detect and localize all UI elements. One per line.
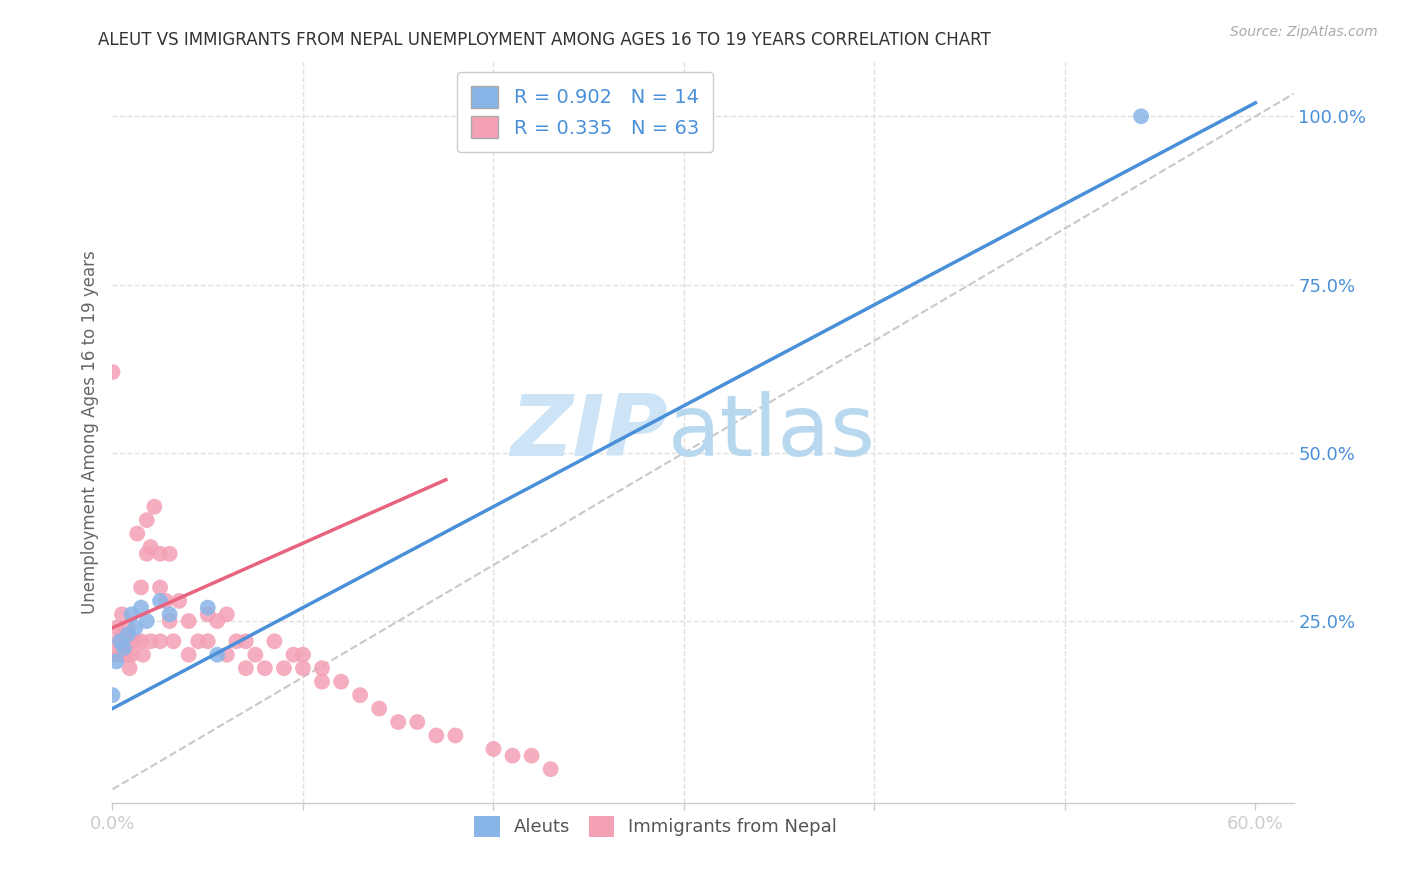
Point [311,674,333,689]
Point [502,748,524,763]
Point [540,762,562,776]
Point [273,661,295,675]
Point [108,648,131,662]
Point [108,634,131,648]
Point [177,648,200,662]
Point [129,600,152,615]
Point [215,607,238,622]
Point [167,594,190,608]
Point [105,621,128,635]
Point [387,714,409,729]
Point [129,581,152,595]
Point [444,729,467,743]
Text: ALEUT VS IMMIGRANTS FROM NEPAL UNEMPLOYMENT AMONG AGES 16 TO 19 YEARS CORRELATIO: ALEUT VS IMMIGRANTS FROM NEPAL UNEMPLOYM… [98,31,991,49]
Point [225,634,247,648]
Point [143,500,166,514]
Point [406,714,429,729]
Point [132,648,155,662]
Y-axis label: Unemployment Among Ages 16 to 19 years: Unemployment Among Ages 16 to 19 years [80,251,98,615]
Point [263,634,285,648]
Point [135,513,157,527]
Point [149,594,172,608]
Point [149,581,172,595]
Point [117,627,139,641]
Point [129,634,152,648]
Point [283,648,305,662]
Text: atlas: atlas [668,391,876,475]
Point [105,655,128,669]
Point [207,614,229,628]
Point [162,634,184,648]
Point [112,640,135,655]
Point [135,614,157,628]
Point [159,614,181,628]
Point [177,614,200,628]
Point [311,661,333,675]
Point [1130,109,1153,123]
Point [197,607,219,622]
Point [159,607,181,622]
Point [139,540,162,554]
Legend: Aleuts, Immigrants from Nepal: Aleuts, Immigrants from Nepal [465,806,846,846]
Point [101,688,124,702]
Point [117,621,139,635]
Point [121,634,143,648]
Point [520,748,543,763]
Point [112,648,135,662]
Point [291,661,314,675]
Point [121,607,143,622]
Point [127,526,149,541]
Point [139,634,162,648]
Point [111,607,134,622]
Point [235,661,257,675]
Point [118,661,141,675]
Point [111,627,134,641]
Point [124,634,146,648]
Point [197,634,219,648]
Point [291,648,314,662]
Point [135,547,157,561]
Point [159,547,181,561]
Point [330,674,353,689]
Point [245,648,267,662]
Text: ZIP: ZIP [510,391,668,475]
Point [155,594,177,608]
Point [207,648,229,662]
Text: Source: ZipAtlas.com: Source: ZipAtlas.com [1230,25,1378,39]
Point [149,634,172,648]
Point [425,729,447,743]
Point [482,742,505,756]
Point [368,701,391,715]
Point [107,634,129,648]
Point [121,648,143,662]
Point [187,634,209,648]
Point [215,648,238,662]
Point [117,648,139,662]
Point [114,634,136,648]
Point [101,365,124,379]
Point [235,634,257,648]
Point [197,600,219,615]
Point [101,648,124,662]
Point [124,621,146,635]
Point [149,547,172,561]
Point [349,688,371,702]
Point [253,661,276,675]
